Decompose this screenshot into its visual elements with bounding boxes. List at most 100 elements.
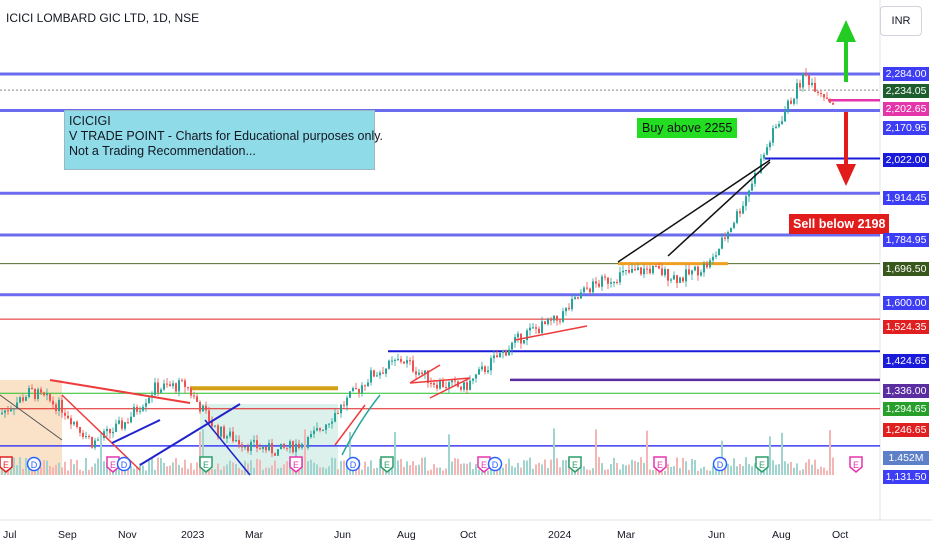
volume-bar	[604, 469, 606, 475]
dividend-marker	[116, 456, 132, 472]
candle-body	[508, 349, 510, 356]
up-arrow-head	[836, 20, 856, 42]
volume-bar	[778, 464, 780, 475]
candle-body	[436, 384, 438, 389]
candle-body	[148, 397, 150, 404]
price-tag: 1,696.50	[883, 262, 929, 276]
event-marker-label: E	[853, 460, 859, 470]
candle-body	[595, 281, 597, 284]
candle-body	[532, 327, 534, 329]
volume-bar	[448, 434, 450, 475]
candle-body	[169, 384, 171, 386]
candle-body	[535, 327, 537, 329]
candle-body	[283, 443, 285, 448]
candle-body	[712, 256, 714, 261]
volume-bar	[595, 429, 597, 475]
volume-bar	[403, 466, 405, 475]
candle-body	[811, 82, 813, 85]
volume-bar	[469, 462, 471, 475]
volume-bar	[97, 458, 99, 475]
trend-line-8	[429, 377, 471, 399]
candle-body	[445, 387, 447, 389]
volume-bar	[445, 468, 447, 475]
volume-bar	[217, 463, 219, 475]
volume-bar	[151, 457, 153, 475]
event-marker-label: D	[31, 460, 38, 470]
candle-body	[571, 298, 573, 310]
volume-bar	[394, 432, 396, 475]
candle-body	[139, 410, 141, 412]
volume-bar	[700, 468, 702, 475]
candle-body	[478, 369, 480, 375]
volume-bar	[70, 459, 72, 475]
trend-line-10	[617, 159, 771, 263]
volume-bar	[211, 468, 213, 475]
candle-body	[361, 385, 363, 393]
candle-body	[67, 415, 69, 419]
volume-bar	[421, 457, 423, 475]
candle-body	[19, 397, 21, 403]
candle-body	[349, 391, 351, 398]
volume-bar	[451, 461, 453, 475]
price-tag: 2,234.05	[883, 84, 929, 98]
candle-body	[208, 410, 210, 422]
candle-body	[550, 318, 552, 321]
candle-body	[664, 269, 666, 276]
month-label: Nov	[118, 529, 137, 541]
candle-body	[670, 279, 672, 281]
volume-bar	[820, 466, 822, 475]
price-tag: 2,170.95	[883, 121, 929, 135]
candle-body	[166, 383, 168, 385]
volume-bar	[616, 462, 618, 475]
candle-body	[454, 380, 456, 382]
volume-bar	[160, 458, 162, 475]
candle-body	[187, 387, 189, 389]
volume-bar	[460, 463, 462, 475]
volume-bar	[334, 458, 336, 475]
volume-bar	[412, 461, 414, 475]
candle-body	[481, 366, 483, 370]
volume-bar	[607, 469, 609, 475]
candle-body	[658, 266, 660, 269]
volume-bar	[787, 463, 789, 475]
candle-body	[133, 406, 135, 417]
candle-body	[217, 425, 219, 437]
candle-body	[739, 211, 741, 214]
candle-body	[607, 277, 609, 284]
volume-bar	[130, 466, 132, 475]
volume-bar	[364, 461, 366, 475]
volume-bar	[742, 466, 744, 475]
volume-bar	[715, 466, 717, 475]
candle-body	[790, 100, 792, 104]
volume-bar	[241, 470, 243, 475]
volume-bar	[535, 464, 537, 475]
candle-body	[136, 406, 138, 412]
volume-bar	[799, 470, 801, 475]
candle-body	[211, 421, 213, 427]
candle-body	[364, 385, 366, 387]
dividend-marker	[26, 456, 42, 472]
volume-bar	[790, 461, 792, 475]
candle-body	[400, 359, 402, 362]
event-marker-label: D	[350, 460, 357, 470]
volume-bar	[772, 460, 774, 475]
candle-body	[205, 405, 207, 411]
volume-bar	[712, 465, 714, 475]
candle-body	[688, 269, 690, 275]
candle-body	[226, 436, 228, 439]
candle-body	[661, 268, 663, 276]
candle-body	[751, 183, 753, 191]
candle-body	[832, 102, 834, 105]
candle-body	[22, 397, 24, 401]
candle-body	[685, 269, 687, 282]
candle-body	[145, 403, 147, 407]
price-tag: 1,600.00	[883, 296, 929, 310]
currency-button[interactable]: INR	[880, 6, 922, 36]
candle-body	[214, 425, 216, 427]
candle-body	[382, 372, 384, 374]
candle-body	[631, 268, 633, 273]
volume-bar	[337, 469, 339, 475]
candle-body	[376, 375, 378, 377]
candle-body	[94, 440, 96, 448]
